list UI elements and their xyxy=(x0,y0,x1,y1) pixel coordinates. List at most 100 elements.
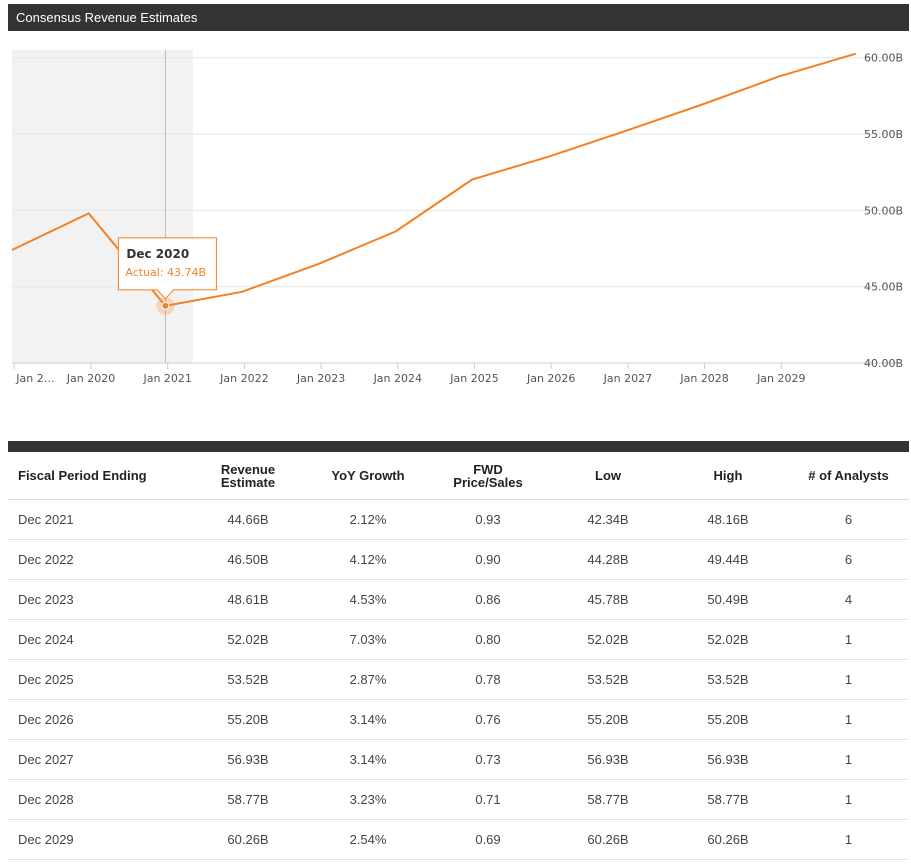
x-axis-ticks xyxy=(13,363,782,369)
cell-yoy-growth: 7.03% xyxy=(308,619,428,660)
cell-fiscal-period: Dec 2021 xyxy=(8,499,188,540)
x-tick-label: Jan 2021 xyxy=(142,372,191,385)
cell-high: 56.93B xyxy=(668,739,788,780)
cell-revenue-estimate: 46.50B xyxy=(188,539,308,580)
table-row: Dec 2023 48.61B 4.53% 0.86 45.78B 50.49B 4 xyxy=(8,579,909,620)
cell-analysts: 1 xyxy=(788,739,909,780)
cell-fwd-price-sales: 0.93 xyxy=(428,499,548,540)
y-tick-label: 55.00B xyxy=(864,128,903,141)
cell-yoy-growth: 2.12% xyxy=(308,499,428,540)
cell-analysts: 1 xyxy=(788,819,909,860)
cell-fwd-price-sales: 0.73 xyxy=(428,739,548,780)
cell-analysts: 1 xyxy=(788,699,909,740)
cell-fwd-price-sales: 0.76 xyxy=(428,699,548,740)
table-top-bar xyxy=(8,441,909,452)
table-header-row: Fiscal Period Ending Revenue Estimate YoY… xyxy=(8,452,909,500)
tooltip-box xyxy=(117,237,217,300)
cell-revenue-estimate: 48.61B xyxy=(188,579,308,620)
x-axis-labels: Jan 2… Jan 2020 Jan 2021 Jan 2022 Jan 2023 Ja… xyxy=(15,372,805,385)
cell-high: 58.77B xyxy=(668,779,788,820)
table-row: Dec 2021 44.66B 2.12% 0.93 42.34B 48.16B 6 xyxy=(8,499,909,540)
cell-yoy-growth: 4.53% xyxy=(308,579,428,620)
highlighted-point[interactable] xyxy=(161,301,170,310)
x-tick-label: Jan 2024 xyxy=(373,372,422,385)
cell-low: 56.93B xyxy=(548,739,668,780)
cell-high: 52.02B xyxy=(668,619,788,660)
cell-revenue-estimate: 52.02B xyxy=(188,619,308,660)
cell-fiscal-period: Dec 2025 xyxy=(8,659,188,700)
cell-high: 50.49B xyxy=(668,579,788,620)
cell-high: 60.26B xyxy=(668,819,788,860)
cell-high: 55.20B xyxy=(668,699,788,740)
chart-title-bar: Consensus Revenue Estimates xyxy=(8,4,909,31)
chart-title: Consensus Revenue Estimates xyxy=(16,10,198,25)
cell-yoy-growth: 2.54% xyxy=(308,819,428,860)
tooltip-title: Dec 2020 xyxy=(126,247,189,261)
actual-period-shading xyxy=(12,50,194,363)
cell-revenue-estimate: 56.93B xyxy=(188,739,308,780)
cell-revenue-estimate: 58.77B xyxy=(188,779,308,820)
cell-low: 45.78B xyxy=(548,579,668,620)
cell-fwd-price-sales: 0.90 xyxy=(428,539,548,580)
header-revenue-estimate[interactable]: Revenue Estimate xyxy=(188,452,308,500)
cell-low: 44.28B xyxy=(548,539,668,580)
x-tick-label: Jan 2… xyxy=(15,372,54,385)
table-row: Dec 2024 52.02B 7.03% 0.80 52.02B 52.02B 1 xyxy=(8,619,909,660)
y-tick-label: 40.00B xyxy=(864,357,903,370)
cell-analysts: 1 xyxy=(788,779,909,820)
x-tick-label: Jan 2029 xyxy=(756,372,805,385)
cell-low: 55.20B xyxy=(548,699,668,740)
cell-low: 53.52B xyxy=(548,659,668,700)
cell-fiscal-period: Dec 2024 xyxy=(8,619,188,660)
cell-fwd-price-sales: 0.78 xyxy=(428,659,548,700)
data-points xyxy=(11,53,856,315)
cell-analysts: 6 xyxy=(788,539,909,580)
table-row: Dec 2029 60.26B 2.54% 0.69 60.26B 60.26B 1 xyxy=(8,819,909,860)
x-tick-label: Jan 2028 xyxy=(679,372,728,385)
cell-high: 48.16B xyxy=(668,499,788,540)
table-row: Dec 2027 56.93B 3.14% 0.73 56.93B 56.93B 1 xyxy=(8,739,909,780)
header-low[interactable]: Low xyxy=(548,452,668,500)
cell-revenue-estimate: 53.52B xyxy=(188,659,308,700)
cell-fiscal-period: Dec 2029 xyxy=(8,819,188,860)
table-row: Dec 2028 58.77B 3.23% 0.71 58.77B 58.77B 1 xyxy=(8,779,909,820)
header-yoy-growth[interactable]: YoY Growth xyxy=(308,452,428,500)
header-fwd-price-sales[interactable]: FWD Price/Sales xyxy=(428,452,548,500)
cell-fiscal-period: Dec 2026 xyxy=(8,699,188,740)
cell-fwd-price-sales: 0.69 xyxy=(428,819,548,860)
estimates-table: Fiscal Period Ending Revenue Estimate YoY… xyxy=(8,452,909,860)
cell-fwd-price-sales: 0.71 xyxy=(428,779,548,820)
cell-fiscal-period: Dec 2028 xyxy=(8,779,188,820)
cell-low: 52.02B xyxy=(548,619,668,660)
cell-yoy-growth: 4.12% xyxy=(308,539,428,580)
cell-low: 58.77B xyxy=(548,779,668,820)
cell-analysts: 6 xyxy=(788,499,909,540)
x-tick-label: Jan 2026 xyxy=(526,372,575,385)
tooltip-value: Actual: 43.74B xyxy=(125,266,206,279)
cell-fiscal-period: Dec 2022 xyxy=(8,539,188,580)
cell-high: 53.52B xyxy=(668,659,788,700)
cell-revenue-estimate: 55.20B xyxy=(188,699,308,740)
x-tick-label: Jan 2022 xyxy=(219,372,268,385)
y-tick-label: 50.00B xyxy=(864,204,903,217)
cell-high: 49.44B xyxy=(668,539,788,580)
header-fiscal-period[interactable]: Fiscal Period Ending xyxy=(8,452,188,500)
cell-yoy-growth: 3.14% xyxy=(308,739,428,780)
x-tick-label: Jan 2027 xyxy=(603,372,652,385)
cell-analysts: 1 xyxy=(788,619,909,660)
revenue-series-line[interactable] xyxy=(11,52,856,307)
cell-fwd-price-sales: 0.86 xyxy=(428,579,548,620)
y-axis-labels: 40.00B 45.00B 50.00B 55.00B 60.00B xyxy=(864,52,903,370)
y-tick-label: 45.00B xyxy=(864,281,903,294)
cell-analysts: 1 xyxy=(788,659,909,700)
cell-yoy-growth: 3.14% xyxy=(308,699,428,740)
header-analysts[interactable]: # of Analysts xyxy=(788,452,909,500)
cell-yoy-growth: 3.23% xyxy=(308,779,428,820)
cell-analysts: 4 xyxy=(788,579,909,620)
cell-revenue-estimate: 44.66B xyxy=(188,499,308,540)
x-tick-label: Jan 2025 xyxy=(449,372,498,385)
revenue-line-chart[interactable]: Jan 2… Jan 2020 Jan 2021 Jan 2022 Jan 2023 Ja… xyxy=(0,40,911,400)
header-high[interactable]: High xyxy=(668,452,788,500)
table-row: Dec 2026 55.20B 3.14% 0.76 55.20B 55.20B 1 xyxy=(8,699,909,740)
table-row: Dec 2025 53.52B 2.87% 0.78 53.52B 53.52B 1 xyxy=(8,659,909,700)
